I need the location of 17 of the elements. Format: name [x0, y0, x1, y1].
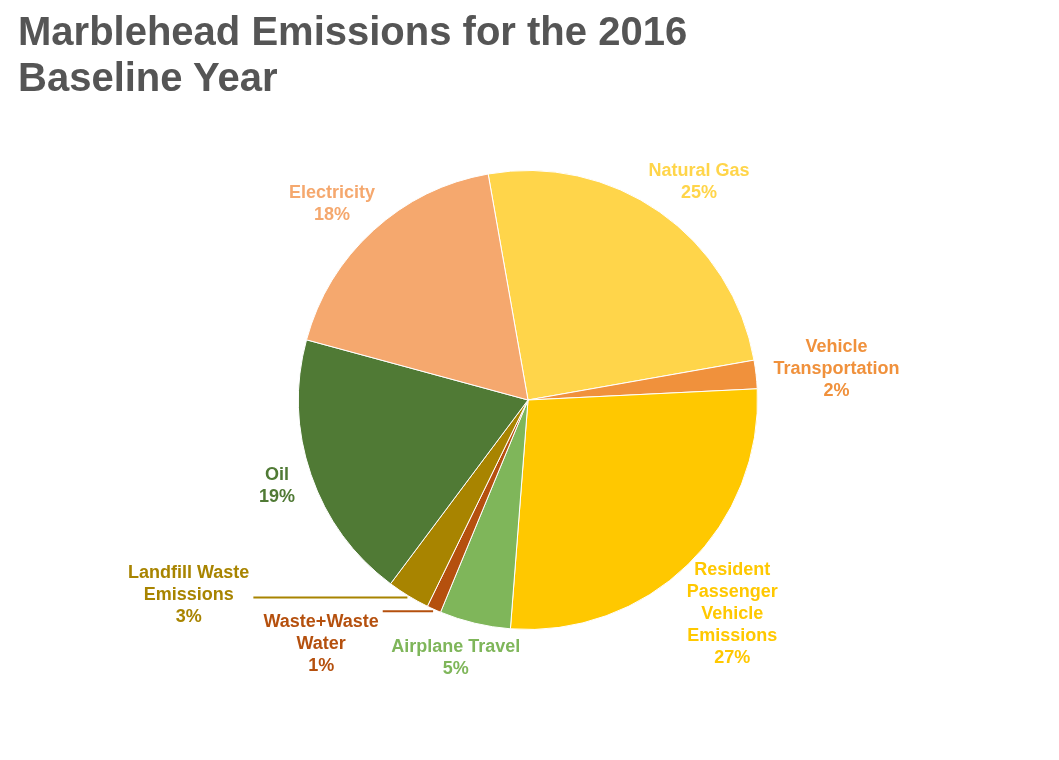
slice-label: Oil — [264, 464, 289, 485]
slice-label: Landfill Waste Emissions — [128, 561, 250, 604]
slice-label: Resident Passenger Vehicle Emissions — [686, 558, 778, 645]
data-label: 1% — [308, 654, 335, 675]
slice-label: Natural Gas — [648, 160, 750, 181]
slice-label: Airplane Travel — [391, 636, 521, 657]
data-label: 19% — [258, 486, 295, 507]
chart-title: Marblehead Emissions for the 2016 Baseline Year — [17, 8, 689, 100]
data-label: 3% — [175, 605, 202, 626]
data-label: 25% — [680, 182, 717, 203]
data-label: 5% — [442, 658, 469, 679]
slice-label: Waste+Waste Water — [263, 610, 379, 653]
slice-label: Electricity — [289, 181, 376, 202]
data-label: 2% — [823, 380, 850, 401]
slice-label: Vehicle Transportation — [773, 336, 900, 379]
data-label: 27% — [714, 646, 751, 667]
data-label: 18% — [314, 203, 351, 224]
